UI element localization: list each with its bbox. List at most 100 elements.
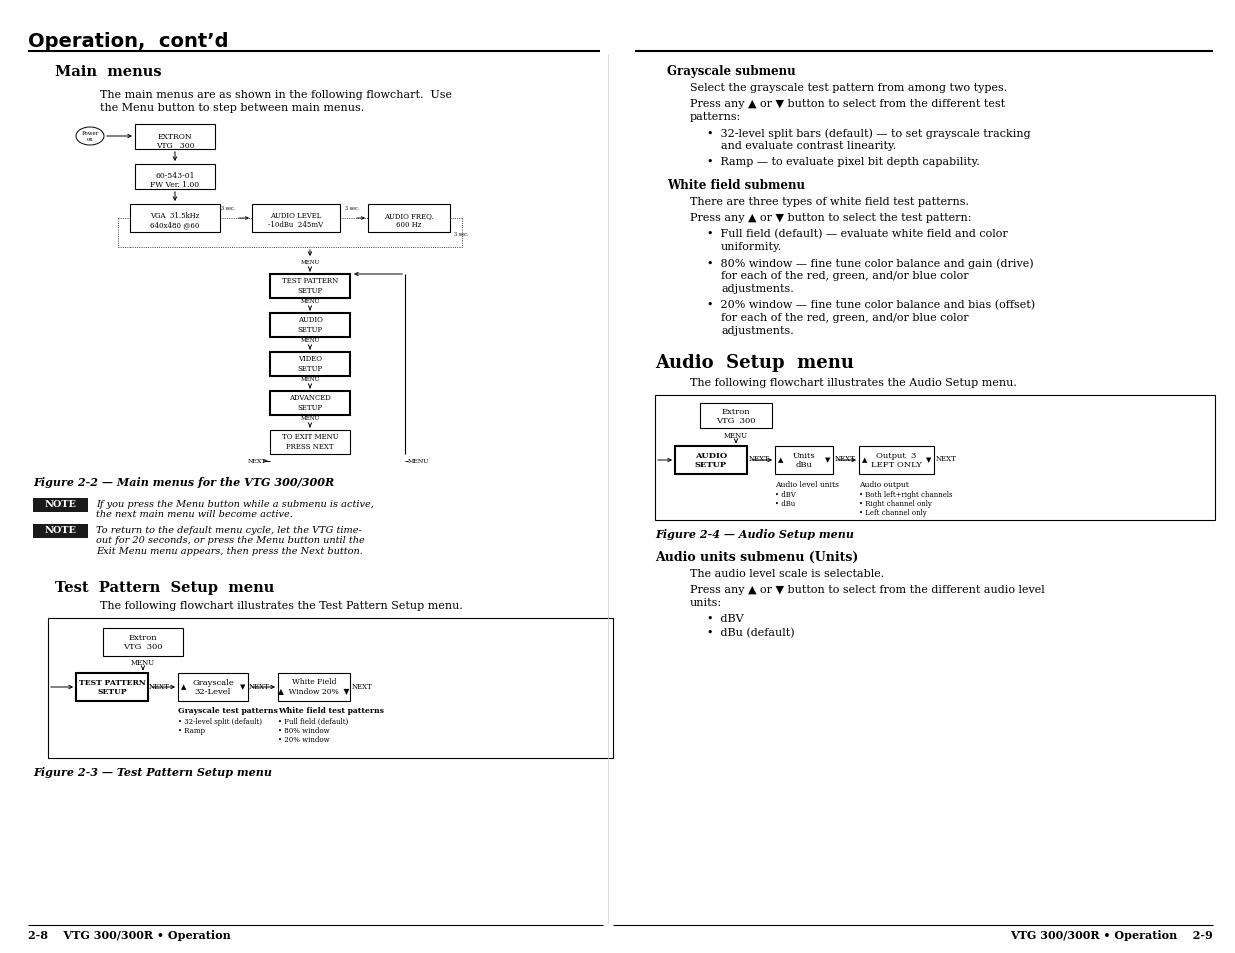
Bar	[655, 395, 1215, 520]
Text: NEXT: NEXT	[249, 682, 270, 690]
Text: adjustments.: adjustments.	[721, 284, 794, 294]
Text: AUDIO
SETUP: AUDIO SETUP	[298, 316, 322, 334]
Text: 60-543-01
FW Ver. 1.00: 60-543-01 FW Ver. 1.00	[151, 172, 200, 189]
Text: MENU: MENU	[300, 376, 320, 381]
Text: • dBu: • dBu	[776, 499, 795, 507]
Text: uniformity.: uniformity.	[721, 242, 782, 252]
Text: MENU: MENU	[300, 298, 320, 304]
Text: and evaluate contrast linearity.: and evaluate contrast linearity.	[721, 141, 897, 151]
Bar	[270, 353, 350, 376]
Text: Audio output: Audio output	[860, 480, 909, 489]
Text: Figure 2-2 — Main menus for the VTG 300/300R: Figure 2-2 — Main menus for the VTG 300/…	[33, 476, 335, 488]
Text: MENU: MENU	[300, 260, 320, 265]
Text: • 32-level split (default): • 32-level split (default)	[178, 718, 262, 725]
Text: The following flowchart illustrates the Audio Setup menu.: The following flowchart illustrates the …	[690, 377, 1016, 388]
Text: MENU: MENU	[300, 416, 320, 420]
Text: NEXT: NEXT	[248, 458, 267, 463]
Text: •  Full field (default) — evaluate white field and color: • Full field (default) — evaluate white …	[706, 229, 1008, 239]
Bar	[270, 274, 350, 298]
Bar	[33, 498, 88, 513]
Text: There are three types of white field test patterns.: There are three types of white field tes…	[690, 196, 969, 207]
Text: If you press the Menu button while a submenu is active,
the next main menu will : If you press the Menu button while a sub…	[96, 499, 374, 518]
Text: NOTE: NOTE	[44, 499, 77, 509]
Text: Extron
VTG  300: Extron VTG 300	[716, 408, 756, 425]
Text: Grayscale submenu: Grayscale submenu	[667, 65, 795, 78]
Text: ▲: ▲	[862, 456, 867, 463]
Bar	[135, 165, 215, 190]
Text: patterns:: patterns:	[690, 112, 741, 122]
Bar	[135, 125, 215, 150]
Text: MENU: MENU	[300, 337, 320, 343]
Text: • Left channel only: • Left channel only	[860, 509, 926, 517]
Text: •  32-level split bars (default) — to set grayscale tracking: • 32-level split bars (default) — to set…	[706, 128, 1031, 138]
Text: Press any ▲ or ▼ button to select the test pattern:: Press any ▲ or ▼ button to select the te…	[690, 213, 972, 223]
Bar	[103, 628, 183, 657]
Bar	[700, 403, 772, 429]
Text: To return to the default menu cycle, let the VTG time-
out for 20 seconds, or pr: To return to the default menu cycle, let…	[96, 525, 364, 556]
Text: 2-8    VTG 300/300R • Operation: 2-8 VTG 300/300R • Operation	[28, 929, 231, 940]
Text: •  80% window — fine tune color balance and gain (drive): • 80% window — fine tune color balance a…	[706, 257, 1034, 269]
Text: MENU: MENU	[408, 458, 430, 463]
Text: NEXT: NEXT	[149, 682, 170, 690]
Text: NEXT: NEXT	[748, 455, 769, 462]
Bar	[270, 392, 350, 416]
Text: for each of the red, green, and/or blue color: for each of the red, green, and/or blue …	[721, 271, 968, 281]
Text: Operation,  cont’d: Operation, cont’d	[28, 32, 228, 51]
Text: Main  menus: Main menus	[56, 65, 162, 79]
Text: TEST PATTERN
SETUP: TEST PATTERN SETUP	[282, 277, 338, 294]
Text: Figure 2-3 — Test Pattern Setup menu: Figure 2-3 — Test Pattern Setup menu	[33, 766, 272, 778]
Text: •  dBu (default): • dBu (default)	[706, 627, 794, 638]
Text: •  Ramp — to evaluate pixel bit depth capability.: • Ramp — to evaluate pixel bit depth cap…	[706, 157, 979, 167]
Text: The following flowchart illustrates the Test Pattern Setup menu.: The following flowchart illustrates the …	[100, 600, 463, 610]
Bar	[48, 618, 613, 759]
Text: units:: units:	[690, 598, 722, 607]
Text: ▼: ▼	[240, 682, 245, 690]
Bar	[860, 447, 934, 475]
Text: White field test patterns: White field test patterns	[278, 706, 384, 714]
Text: ADVANCED
SETUP: ADVANCED SETUP	[289, 394, 331, 411]
Text: • 80% window: • 80% window	[278, 726, 330, 734]
Bar	[278, 673, 350, 701]
Text: VGA  31.5kHz
640x480 @60: VGA 31.5kHz 640x480 @60	[151, 212, 200, 229]
Text: Output  3
LEFT ONLY: Output 3 LEFT ONLY	[871, 452, 923, 469]
Text: ▲: ▲	[778, 456, 783, 463]
Text: NEXT: NEXT	[936, 455, 957, 462]
Text: MENU: MENU	[131, 659, 156, 666]
Text: The audio level scale is selectable.: The audio level scale is selectable.	[690, 568, 884, 578]
Text: TO EXIT MENU
PRESS NEXT: TO EXIT MENU PRESS NEXT	[282, 433, 338, 450]
Bar	[270, 314, 350, 337]
Text: Audio  Setup  menu: Audio Setup menu	[655, 354, 853, 372]
Text: • Right channel only: • Right channel only	[860, 499, 932, 507]
Text: adjustments.: adjustments.	[721, 326, 794, 335]
Text: Grayscale
32-Level: Grayscale 32-Level	[193, 679, 233, 696]
Text: White Field
▲  Window 20%  ▼: White Field ▲ Window 20% ▼	[278, 678, 350, 695]
Text: • 20% window: • 20% window	[278, 735, 330, 743]
Text: • Full field (default): • Full field (default)	[278, 718, 348, 725]
Bar	[676, 447, 747, 475]
Text: Grayscale test patterns: Grayscale test patterns	[178, 706, 278, 714]
Text: Audio units submenu (Units): Audio units submenu (Units)	[655, 551, 858, 563]
Text: 3 sec.: 3 sec.	[221, 206, 235, 211]
Text: TEST PATTERN
SETUP: TEST PATTERN SETUP	[79, 679, 146, 696]
Bar	[776, 447, 832, 475]
Text: •  dBV: • dBV	[706, 614, 743, 623]
Bar	[368, 205, 450, 233]
Text: Units
dBu: Units dBu	[793, 452, 815, 469]
Text: ▲: ▲	[182, 682, 186, 690]
Bar	[252, 205, 340, 233]
Text: White field submenu: White field submenu	[667, 179, 805, 192]
Text: AUDIO LEVEL
-10dBu  245mV: AUDIO LEVEL -10dBu 245mV	[268, 212, 324, 229]
Text: 3 sec.: 3 sec.	[345, 206, 359, 211]
Text: • Both left+right channels: • Both left+right channels	[860, 491, 952, 498]
Text: ▼: ▼	[925, 456, 931, 463]
Text: NEXT: NEXT	[835, 455, 856, 462]
Text: • Ramp: • Ramp	[178, 726, 205, 734]
Bar	[77, 673, 148, 701]
Text: •  20% window — fine tune color balance and bias (offset): • 20% window — fine tune color balance a…	[706, 299, 1035, 310]
Bar	[33, 524, 88, 538]
Text: ▼: ▼	[825, 456, 830, 463]
Text: VTG 300/300R • Operation    2-9: VTG 300/300R • Operation 2-9	[1010, 929, 1213, 940]
Text: for each of the red, green, and/or blue color: for each of the red, green, and/or blue …	[721, 313, 968, 323]
Text: NEXT: NEXT	[352, 682, 373, 690]
Text: VIDEO
SETUP: VIDEO SETUP	[298, 355, 322, 373]
